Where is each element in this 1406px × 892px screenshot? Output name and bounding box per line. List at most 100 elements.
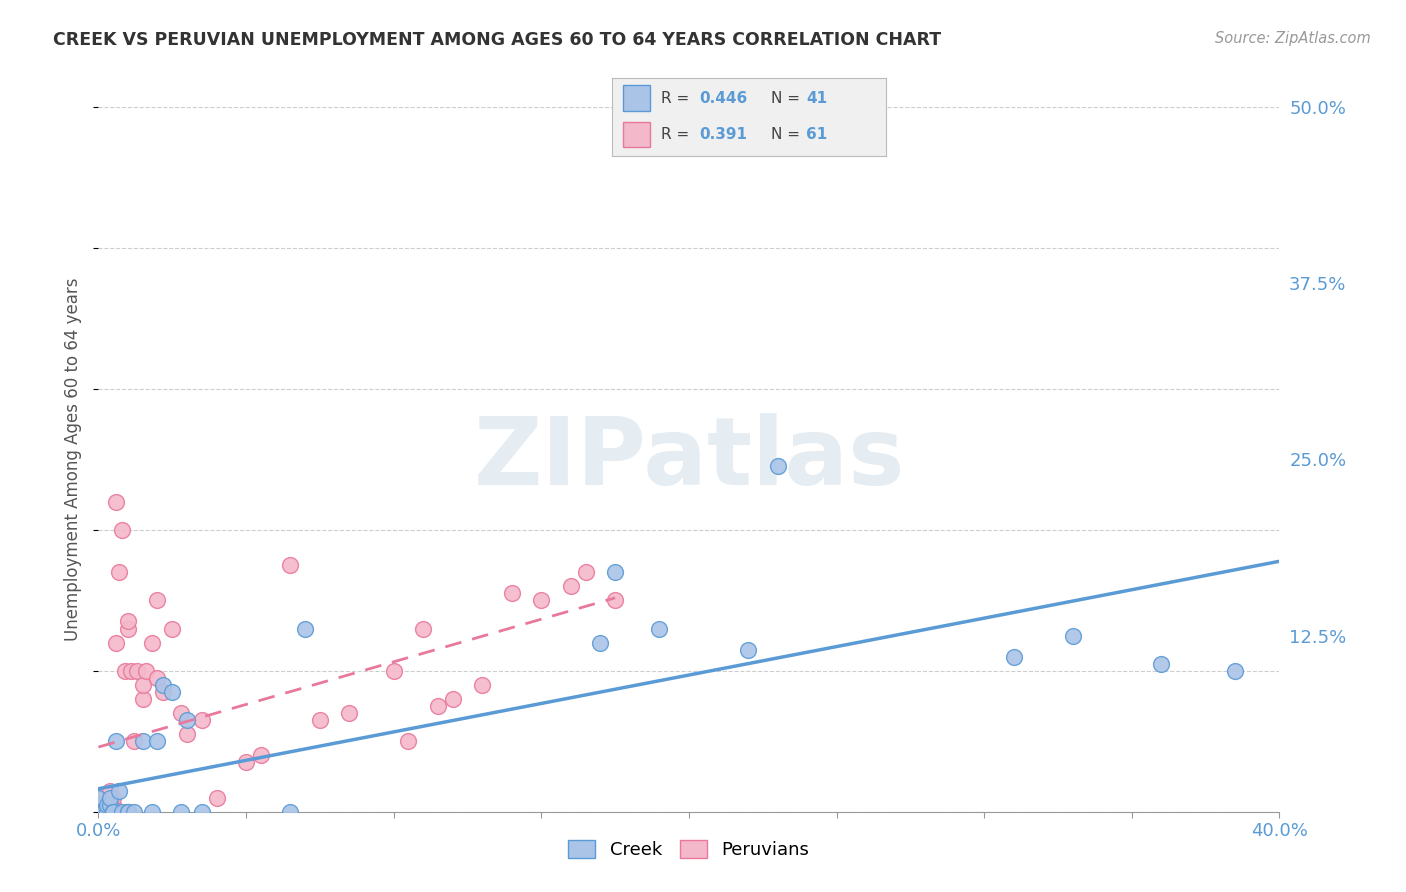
Point xyxy=(117,805,139,819)
Point xyxy=(103,790,125,805)
Point xyxy=(152,678,174,692)
Point xyxy=(191,713,214,727)
Point xyxy=(111,805,134,819)
Point xyxy=(176,713,198,727)
Point xyxy=(1002,649,1025,664)
Point xyxy=(176,727,198,741)
Point xyxy=(152,685,174,699)
Point xyxy=(87,797,110,812)
Point xyxy=(105,635,128,649)
Point xyxy=(87,797,110,812)
Point xyxy=(96,805,118,819)
Point xyxy=(141,805,163,819)
Point xyxy=(120,664,142,678)
Text: R =: R = xyxy=(661,90,695,105)
Point xyxy=(122,734,145,748)
Point xyxy=(280,805,302,819)
Point xyxy=(90,805,112,819)
Point xyxy=(117,615,139,629)
Point xyxy=(398,734,420,748)
Bar xyxy=(623,121,650,146)
Point xyxy=(96,797,118,812)
Point xyxy=(1225,664,1247,678)
Point xyxy=(530,593,553,607)
Point xyxy=(122,805,145,819)
Point xyxy=(87,790,110,805)
Point xyxy=(132,692,155,706)
Point xyxy=(412,622,434,636)
Point xyxy=(90,805,112,819)
Point xyxy=(87,805,110,819)
Text: 61: 61 xyxy=(806,127,828,142)
Point xyxy=(146,671,169,685)
Point xyxy=(191,805,214,819)
Point xyxy=(108,565,131,579)
Text: N =: N = xyxy=(770,127,804,142)
Point xyxy=(87,805,110,819)
Text: CREEK VS PERUVIAN UNEMPLOYMENT AMONG AGES 60 TO 64 YEARS CORRELATION CHART: CREEK VS PERUVIAN UNEMPLOYMENT AMONG AGE… xyxy=(53,31,942,49)
Point xyxy=(111,523,134,537)
Point xyxy=(117,805,139,819)
Point xyxy=(90,805,112,819)
Point xyxy=(117,622,139,636)
Point xyxy=(87,805,110,819)
Point xyxy=(87,805,110,819)
Point xyxy=(162,685,183,699)
Text: Source: ZipAtlas.com: Source: ZipAtlas.com xyxy=(1215,31,1371,46)
Point xyxy=(250,748,273,763)
Point xyxy=(575,565,598,579)
Point xyxy=(105,734,128,748)
Point xyxy=(589,635,612,649)
Point xyxy=(96,797,118,812)
Point xyxy=(90,805,112,819)
Point xyxy=(648,622,671,636)
Point xyxy=(501,586,523,600)
Point xyxy=(294,622,316,636)
Point xyxy=(93,805,115,819)
Point xyxy=(87,797,110,812)
Point xyxy=(280,558,302,573)
Point xyxy=(1150,657,1173,671)
Point xyxy=(146,593,169,607)
Point xyxy=(441,692,464,706)
Point xyxy=(605,593,627,607)
Point xyxy=(87,805,110,819)
Point xyxy=(162,622,183,636)
Point xyxy=(170,706,193,720)
Point xyxy=(309,713,332,727)
Point xyxy=(87,805,110,819)
Point xyxy=(471,678,494,692)
Point xyxy=(98,797,121,812)
Point xyxy=(103,797,125,812)
Point xyxy=(170,805,193,819)
Point xyxy=(339,706,361,720)
Point xyxy=(98,790,121,805)
Point xyxy=(1062,628,1084,642)
Y-axis label: Unemployment Among Ages 60 to 64 years: Unemployment Among Ages 60 to 64 years xyxy=(65,277,83,641)
Point xyxy=(132,734,155,748)
Text: 41: 41 xyxy=(806,90,827,105)
Point xyxy=(98,790,121,805)
Point xyxy=(93,797,115,812)
Point xyxy=(235,756,257,770)
Point xyxy=(117,805,139,819)
Point xyxy=(90,797,112,812)
Point xyxy=(105,494,128,508)
Point xyxy=(105,805,128,819)
Text: R =: R = xyxy=(661,127,699,142)
Point xyxy=(96,805,118,819)
Point xyxy=(93,805,115,819)
Point xyxy=(103,805,125,819)
Point xyxy=(125,664,148,678)
Point xyxy=(93,805,115,819)
Point xyxy=(90,805,112,819)
Point xyxy=(87,805,110,819)
Text: N =: N = xyxy=(770,90,804,105)
Point xyxy=(98,783,121,797)
Point xyxy=(93,805,115,819)
Point xyxy=(141,635,163,649)
Point xyxy=(103,805,125,819)
Point xyxy=(766,459,789,474)
Point xyxy=(87,805,110,819)
Text: ZIPatlas: ZIPatlas xyxy=(474,413,904,506)
